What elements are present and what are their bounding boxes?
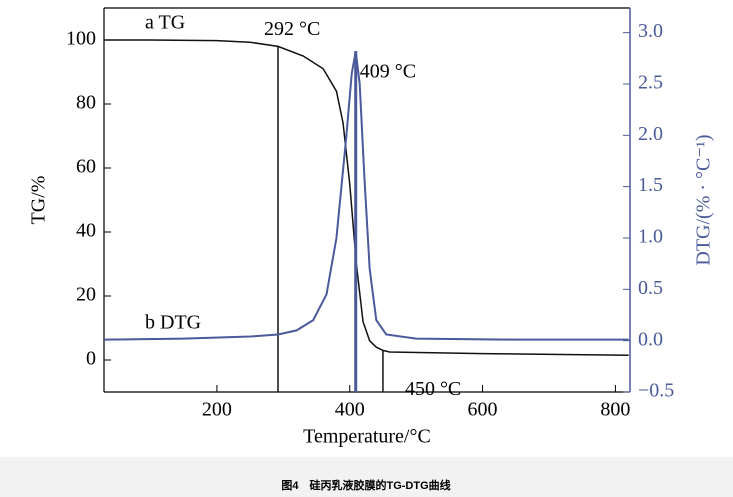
annotation-label: 292 °C xyxy=(264,18,320,40)
series-name: b DTG xyxy=(145,312,201,334)
y-axis-label: TG/% xyxy=(28,176,50,225)
y-tick-label: 60 xyxy=(76,156,96,178)
y2-tick-label: 0.0 xyxy=(638,328,663,350)
x-axis-label: Temperature/°C xyxy=(303,426,431,448)
series-name: a TG xyxy=(145,12,185,34)
y2-axis-label: DTG/(% · °C⁻¹) xyxy=(693,134,715,265)
caption: 图4 硅丙乳液胶膜的TG-DTG曲线 xyxy=(281,478,450,492)
annotation-label: 409 °C xyxy=(360,61,416,83)
y2-tick-label: 3.0 xyxy=(638,20,663,42)
y-tick-label: 80 xyxy=(76,92,96,114)
y2-tick-label: 1.5 xyxy=(638,174,663,196)
series-line xyxy=(103,50,629,341)
x-tick-label: 200 xyxy=(202,399,232,421)
x-tick-label: 400 xyxy=(335,399,365,421)
caption-band xyxy=(0,457,733,497)
x-tick-label: 600 xyxy=(468,399,498,421)
y2-tick-label: 0.5 xyxy=(638,277,663,299)
x-tick-label: 800 xyxy=(600,399,630,421)
y-tick-label: 100 xyxy=(66,28,96,50)
y-tick-label: 20 xyxy=(76,284,96,306)
annotation-label: 450 °C xyxy=(405,378,461,400)
y2-tick-label: 2.5 xyxy=(638,72,663,94)
series-line xyxy=(104,39,629,356)
y2-tick-label: 1.0 xyxy=(638,226,663,248)
y-tick-label: 0 xyxy=(86,348,96,370)
y2-tick-label: 2.0 xyxy=(638,123,663,145)
y2-tick-label: −0.5 xyxy=(638,380,674,402)
y-tick-label: 40 xyxy=(76,220,96,242)
